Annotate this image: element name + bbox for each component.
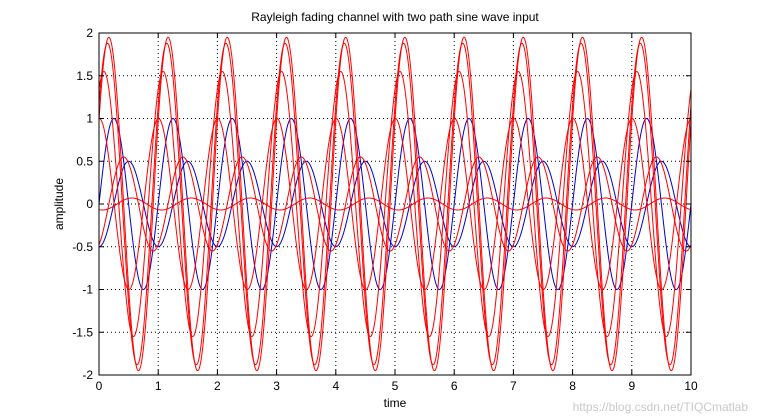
series-line xyxy=(99,197,691,211)
series-line xyxy=(99,42,691,366)
x-tick-label: 2 xyxy=(214,379,221,393)
x-tick-labels: 0 1 2 3 4 5 6 7 8 9 10 xyxy=(96,379,698,393)
x-tick-label: 3 xyxy=(273,379,280,393)
series-line xyxy=(99,70,691,338)
x-tick-label: 6 xyxy=(451,379,458,393)
x-tick-label: 1 xyxy=(155,379,162,393)
x-tick-label: 10 xyxy=(684,379,698,393)
y-axis-label: amplitude xyxy=(52,178,66,230)
y-tick-label: -1.5 xyxy=(72,325,93,339)
series-line xyxy=(99,156,691,252)
y-tick-label: 2 xyxy=(86,26,93,40)
x-tick-label: 4 xyxy=(332,379,339,393)
x-tick-label: 0 xyxy=(96,379,103,393)
y-tick-label: 0 xyxy=(86,197,93,211)
series-line xyxy=(99,160,691,248)
y-tick-label: -0.5 xyxy=(72,240,93,254)
x-axis-label: time xyxy=(384,396,407,410)
series-line xyxy=(99,117,691,291)
series-line xyxy=(99,118,691,290)
series-group xyxy=(99,36,691,372)
x-tick-label: 7 xyxy=(510,379,517,393)
watermark: https://blog.csdn.net/TIQCmatlab xyxy=(572,400,748,414)
y-tick-label: 1.5 xyxy=(76,69,93,83)
series-line xyxy=(99,36,691,372)
x-tick-label: 8 xyxy=(569,379,576,393)
y-tick-label: 0.5 xyxy=(76,154,93,168)
y-tick-label: -2 xyxy=(82,368,93,382)
y-tick-labels: 2 1.5 1 0.5 0 -0.5 -1 -1.5 -2 xyxy=(72,26,93,382)
y-tick-label: 1 xyxy=(86,112,93,126)
chart-title: Rayleigh fading channel with two path si… xyxy=(251,10,539,24)
x-tick-label: 9 xyxy=(628,379,635,393)
x-tick-label: 5 xyxy=(392,379,399,393)
ticks xyxy=(98,32,692,376)
y-tick-label: -1 xyxy=(82,283,93,297)
